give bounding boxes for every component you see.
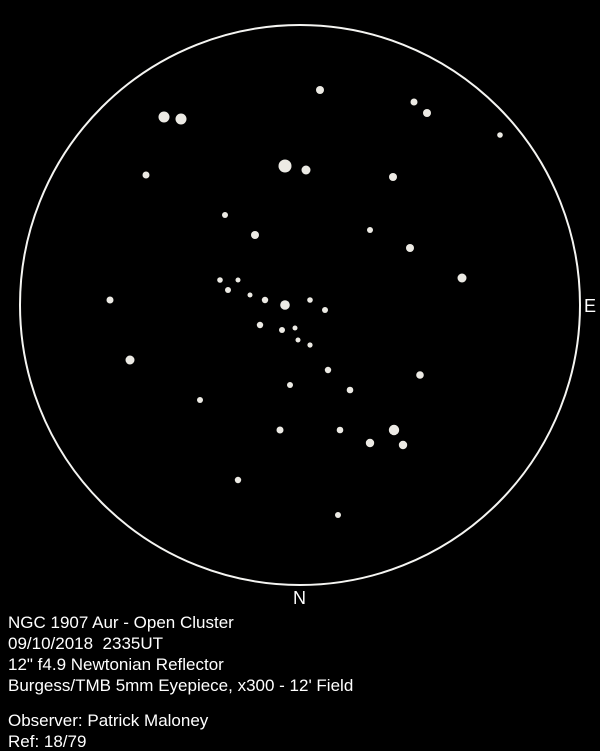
star-8 [302,166,311,175]
star-38 [389,425,399,435]
star-20 [262,297,268,303]
star-0 [159,112,170,123]
caption-scope: 12" f4.9 Newtonian Reflector [8,654,224,675]
star-4 [423,109,431,117]
star-7 [279,160,292,173]
star-22 [307,297,313,303]
star-39 [399,441,407,449]
star-1 [176,114,187,125]
star-32 [325,367,331,373]
star-25 [279,327,285,333]
observation-sketch: E N NGC 1907 Aur - Open Cluster 09/10/20… [0,0,600,751]
star-11 [251,231,259,239]
star-36 [337,427,344,434]
star-12 [367,227,373,233]
star-29 [126,356,135,365]
star-40 [235,477,241,483]
star-9 [389,173,397,181]
star-5 [497,132,503,138]
star-10 [222,212,228,218]
direction-east: E [584,296,596,317]
star-31 [287,382,293,388]
star-21 [280,300,290,310]
star-3 [411,99,418,106]
star-6 [143,172,150,179]
star-18 [236,278,241,283]
direction-north: N [293,588,306,609]
star-35 [277,427,284,434]
stars-group [107,86,503,518]
caption-eyepiece: Burgess/TMB 5mm Eyepiece, x300 - 12' Fie… [8,675,353,696]
caption-ref: Ref: 18/79 [8,731,86,751]
star-28 [307,342,312,347]
star-15 [107,297,114,304]
star-41 [335,512,341,518]
star-34 [416,371,424,379]
star-27 [296,338,301,343]
star-13 [406,244,414,252]
field-boundary-circle [20,25,580,585]
star-37 [366,439,374,447]
caption-datetime: 09/10/2018 2335UT [8,633,163,654]
star-17 [225,287,231,293]
star-16 [217,277,223,283]
caption-object: NGC 1907 Aur - Open Cluster [8,612,234,633]
star-23 [322,307,328,313]
star-30 [197,397,203,403]
caption-observer: Observer: Patrick Maloney [8,710,208,731]
star-14 [458,274,467,283]
star-24 [257,322,263,328]
star-19 [248,293,253,298]
star-field-svg [0,0,600,610]
star-2 [316,86,324,94]
star-26 [293,326,298,331]
star-33 [347,387,354,394]
